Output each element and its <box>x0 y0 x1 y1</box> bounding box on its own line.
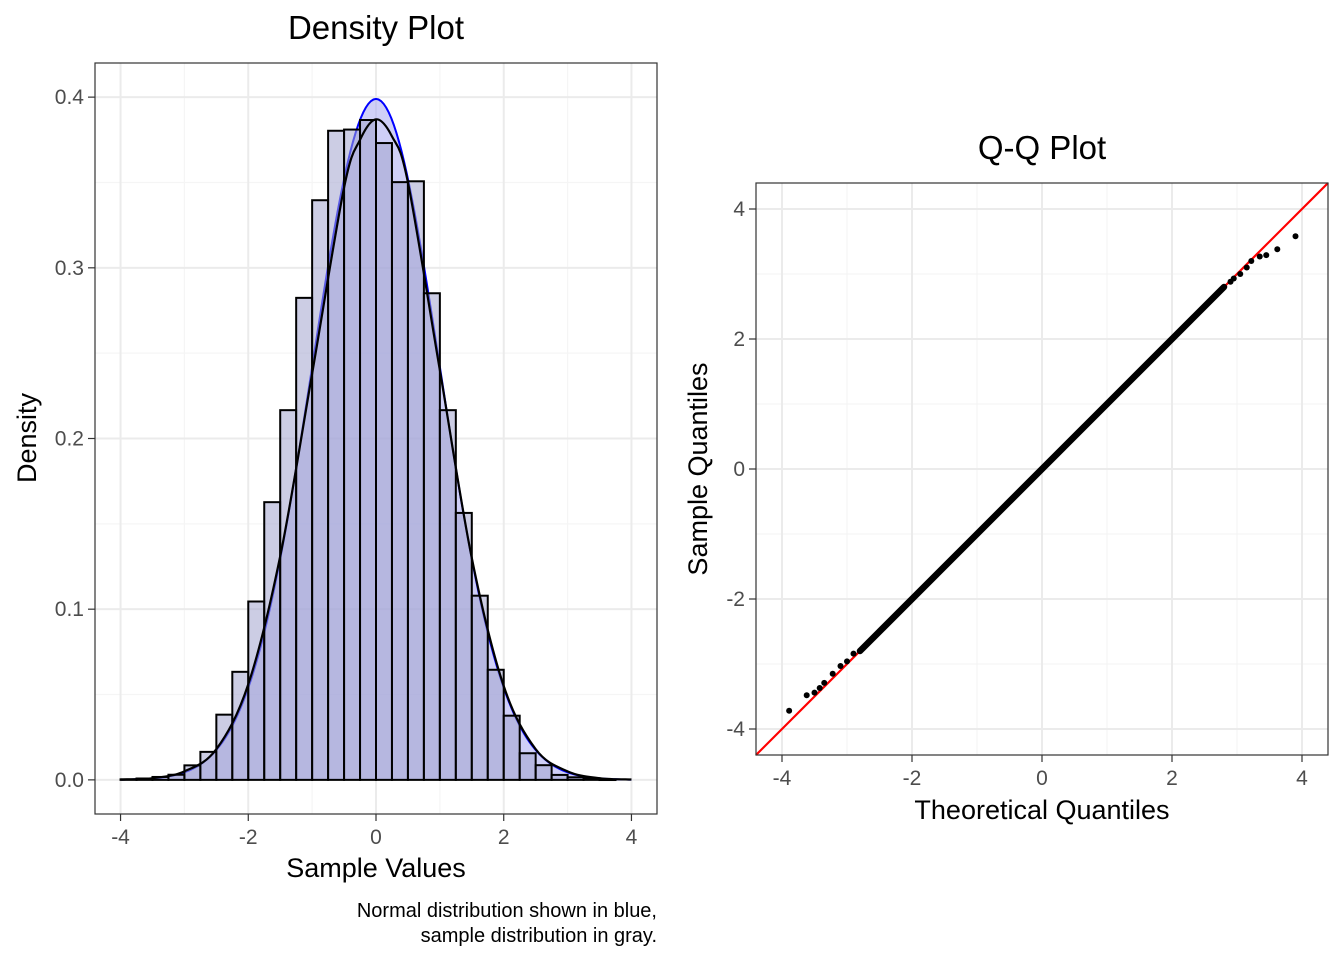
x-tick-label: 2 <box>1166 767 1178 790</box>
y-tick-label: 0.0 <box>55 769 84 792</box>
qq-point <box>850 650 857 657</box>
y-tick-label: 0.4 <box>55 86 85 109</box>
histogram-bar <box>263 501 282 781</box>
qq-point <box>837 662 844 669</box>
x-tick-label: -2 <box>239 826 258 849</box>
histogram-bar <box>502 714 521 781</box>
qq-point <box>803 692 810 699</box>
histogram-bar <box>199 750 218 781</box>
histogram-bar <box>438 409 457 781</box>
qq-point <box>1256 253 1263 260</box>
qq-point <box>1243 264 1250 271</box>
sample-density-layer <box>120 118 632 781</box>
histogram-bar <box>247 600 266 781</box>
qq-point <box>844 658 850 665</box>
qq-point <box>1248 258 1255 264</box>
density-y-axis: 0.0 0.1 0.2 0.3 0.4 <box>55 86 95 792</box>
histogram-bar <box>279 409 298 781</box>
qq-y-label: Sample Quantiles <box>683 362 713 575</box>
qq-point <box>816 685 823 692</box>
caption-line-1: Normal distribution shown in blue, <box>357 900 657 922</box>
x-tick-label: -2 <box>903 767 922 790</box>
histogram-bars <box>119 119 617 782</box>
qq-point <box>829 670 836 677</box>
qq-x-axis: -4 -2 0 2 4 <box>773 755 1308 790</box>
qq-plot-title: Q-Q Plot <box>978 129 1106 166</box>
histogram-bar <box>422 292 441 781</box>
qq-points-dense-band <box>856 283 1228 655</box>
density-plot: Density Plot -4 -2 0 2 4 0.0 0.1 0.2 0.3 0.4 Sam… <box>12 9 658 947</box>
y-tick-label: 0.1 <box>55 598 84 621</box>
histogram-bar <box>550 773 569 781</box>
y-tick-label: 0 <box>733 458 745 481</box>
density-y-label: Density <box>12 392 42 483</box>
histogram-bar <box>454 511 473 781</box>
density-x-label: Sample Values <box>286 853 466 883</box>
qq-y-axis: -4 -2 0 2 4 <box>726 198 756 741</box>
y-tick-label: 0.3 <box>55 257 84 280</box>
qq-point <box>1292 233 1299 240</box>
qq-points <box>786 233 1299 714</box>
sample-density-curve <box>120 118 632 781</box>
histogram-bar <box>534 764 553 781</box>
caption-line-2: sample distribution in gray. <box>421 925 657 947</box>
qq-x-label: Theoretical Quantiles <box>914 795 1169 825</box>
histogram-bar <box>343 128 362 781</box>
histogram-bar <box>486 668 505 781</box>
x-tick-label: 2 <box>498 826 510 849</box>
x-tick-label: 4 <box>1296 767 1308 790</box>
y-tick-label: 4 <box>733 198 745 221</box>
histogram-bar <box>295 296 314 781</box>
qq-point <box>1263 252 1270 259</box>
qq-point <box>821 679 828 686</box>
y-tick-label: 2 <box>733 328 745 351</box>
x-tick-label: -4 <box>773 767 792 790</box>
y-tick-label: -4 <box>726 718 745 741</box>
y-tick-label: -2 <box>726 588 745 611</box>
histogram-bar <box>518 752 537 781</box>
qq-plot: Q-Q Plot -4 -2 0 2 4 -4 -2 0 2 4 Theoretical Qua… <box>683 129 1329 825</box>
histogram-bar <box>390 181 409 781</box>
density-x-axis: -4 -2 0 2 4 <box>111 814 638 849</box>
y-tick-label: 0.2 <box>55 428 84 451</box>
x-tick-label: 4 <box>626 826 638 849</box>
x-tick-label: 0 <box>370 826 382 849</box>
qq-point <box>1230 275 1237 282</box>
histogram-bar <box>566 776 585 781</box>
qq-point <box>1274 246 1281 253</box>
histogram-bar <box>359 119 377 781</box>
histogram-bar <box>406 180 425 781</box>
histogram-bar <box>375 142 393 781</box>
x-tick-label: 0 <box>1036 767 1048 790</box>
qq-point <box>1237 271 1244 277</box>
x-tick-label: -4 <box>111 826 130 849</box>
density-plot-title: Density Plot <box>288 9 464 46</box>
qq-point <box>811 689 818 696</box>
qq-point <box>786 707 793 714</box>
